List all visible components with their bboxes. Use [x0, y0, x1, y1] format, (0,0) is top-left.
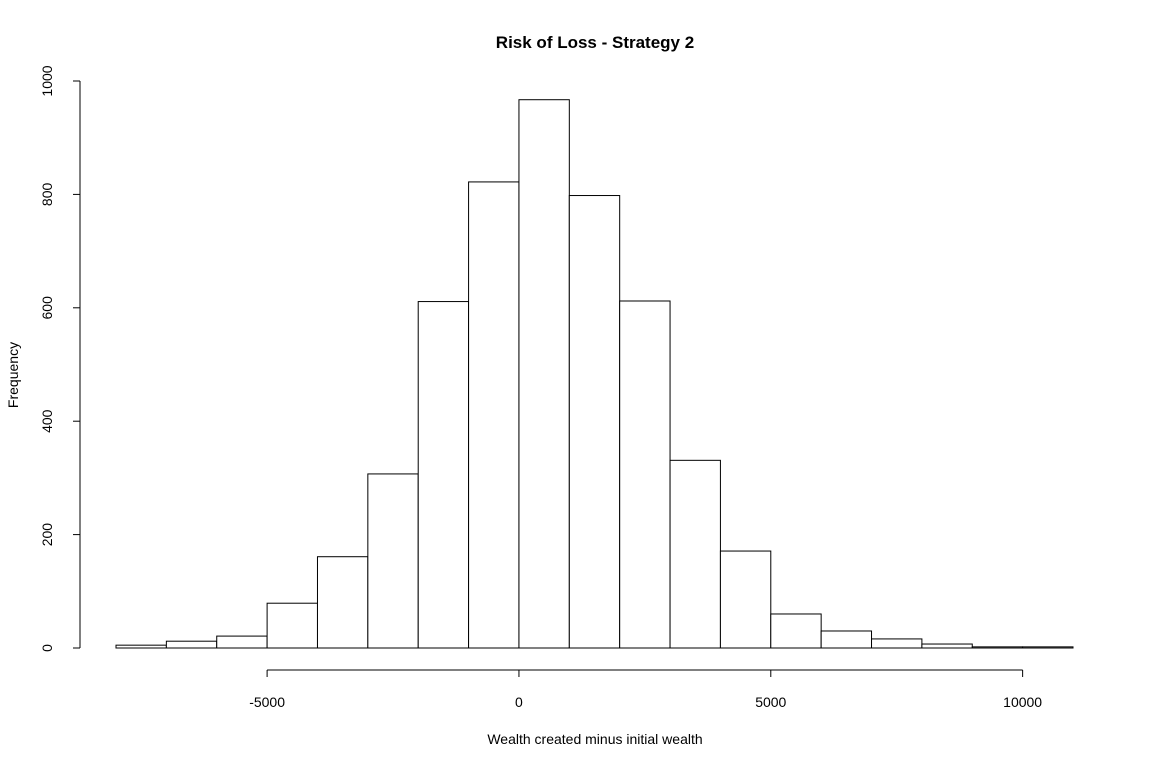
y-tick-label: 1000 [39, 65, 55, 96]
x-tick-label: 10000 [1003, 694, 1042, 710]
histogram-bar [1022, 646, 1074, 649]
histogram-bar [971, 646, 1024, 649]
y-tick-label: 800 [39, 183, 55, 207]
histogram-bar [871, 638, 923, 649]
histogram-bar [820, 630, 873, 649]
histogram-bar [568, 195, 621, 649]
y-axis-label: Frequency [5, 342, 21, 408]
histogram-bar [921, 643, 973, 649]
histogram-bar [316, 556, 369, 649]
histogram-bar [216, 635, 268, 649]
histogram-bar [266, 602, 318, 649]
histogram-bar [770, 613, 822, 649]
y-axis: 0 200 400 600 800 1000 [39, 65, 81, 652]
y-tick-label: 400 [39, 409, 55, 433]
histogram-bar [417, 301, 470, 649]
bars-group [115, 99, 1074, 649]
x-axis-label: Wealth created minus initial wealth [487, 731, 702, 747]
chart-title: Risk of Loss - Strategy 2 [496, 33, 694, 52]
y-tick-label: 0 [39, 644, 55, 652]
histogram-bar [518, 99, 570, 649]
y-tick-label: 600 [39, 296, 55, 320]
histogram-bar [669, 459, 721, 649]
histogram-bar [468, 181, 520, 649]
histogram-bar [367, 473, 419, 649]
histogram-bar [115, 644, 167, 649]
x-tick-label: -5000 [249, 694, 285, 710]
histogram-bar [719, 550, 772, 649]
x-tick-label: 5000 [755, 694, 786, 710]
x-axis: -5000 0 5000 10000 [249, 669, 1042, 710]
x-tick-label: 0 [515, 694, 523, 710]
histogram-bar [165, 640, 218, 649]
y-tick-label: 200 [39, 523, 55, 547]
histogram-bar [619, 300, 671, 649]
